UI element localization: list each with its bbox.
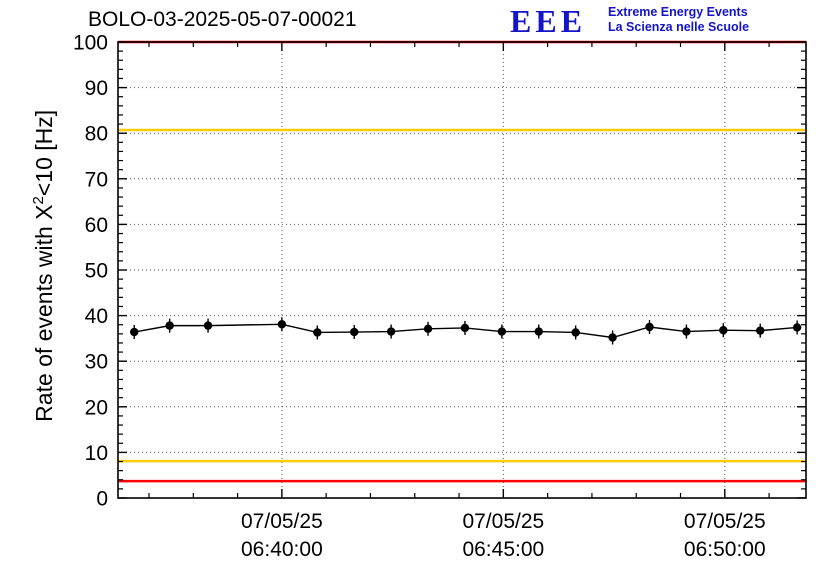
y-tick-label: 60 xyxy=(85,214,108,237)
y-tick-label: 90 xyxy=(85,77,108,100)
logo-acronym: EEE xyxy=(510,3,587,39)
logo-subtitle-line1: Extreme Energy Events xyxy=(608,5,748,19)
logo-subtitle: Extreme Energy Events La Scienza nelle S… xyxy=(608,5,749,35)
eee-logo: EEE Extreme Energy Events La Scienza nel… xyxy=(510,3,830,44)
data-series xyxy=(130,317,802,345)
threshold-lines xyxy=(118,40,806,483)
y-axis-ticks: 0 10 20 30 40 50 60 70 80 90 100 xyxy=(73,32,806,511)
x-tick-label: 06:50:00 xyxy=(684,538,766,561)
y-tick-label: 10 xyxy=(85,442,108,465)
x-tick-label: 06:40:00 xyxy=(241,538,323,561)
y-tick-label: 0 xyxy=(96,488,108,511)
y-tick-label: 100 xyxy=(73,32,108,55)
y-tick-label: 80 xyxy=(85,123,108,146)
grid-lines xyxy=(118,42,806,498)
x-tick-label: 07/05/25 xyxy=(462,510,544,533)
y-tick-label: 50 xyxy=(85,260,108,283)
y-tick-label: 40 xyxy=(85,305,108,328)
y-tick-label: 70 xyxy=(85,168,108,191)
x-tick-label: 07/05/25 xyxy=(241,510,323,533)
logo-subtitle-line2: La Scienza nelle Scuole xyxy=(608,20,750,34)
page-title: BOLO-03-2025-05-07-00021 xyxy=(88,8,357,31)
x-tick-label: 07/05/25 xyxy=(684,510,766,533)
y-tick-label: 20 xyxy=(85,396,108,419)
y-tick-label: 30 xyxy=(85,351,108,374)
x-tick-label: 06:45:00 xyxy=(462,538,544,561)
x-axis-ticks: 07/05/25 06:40:00 07/05/25 06:45:00 07/05/25… xyxy=(148,42,770,561)
